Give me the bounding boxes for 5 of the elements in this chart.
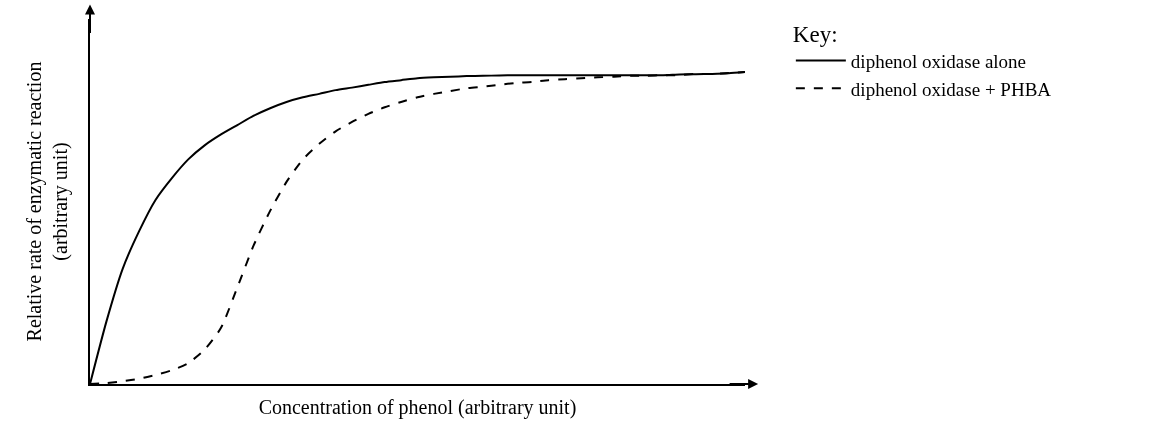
legend-label: diphenol oxidase alone (850, 50, 1027, 72)
y-axis-title: Relative rate of enzymatic reaction (arbitrary unit) (23, 61, 72, 342)
legend-title: Key: (792, 21, 838, 47)
legend-label: diphenol oxidase + PHBA (850, 78, 1052, 100)
x-axis-title: Concentration of phenol (arbitrary unit) (258, 396, 577, 419)
